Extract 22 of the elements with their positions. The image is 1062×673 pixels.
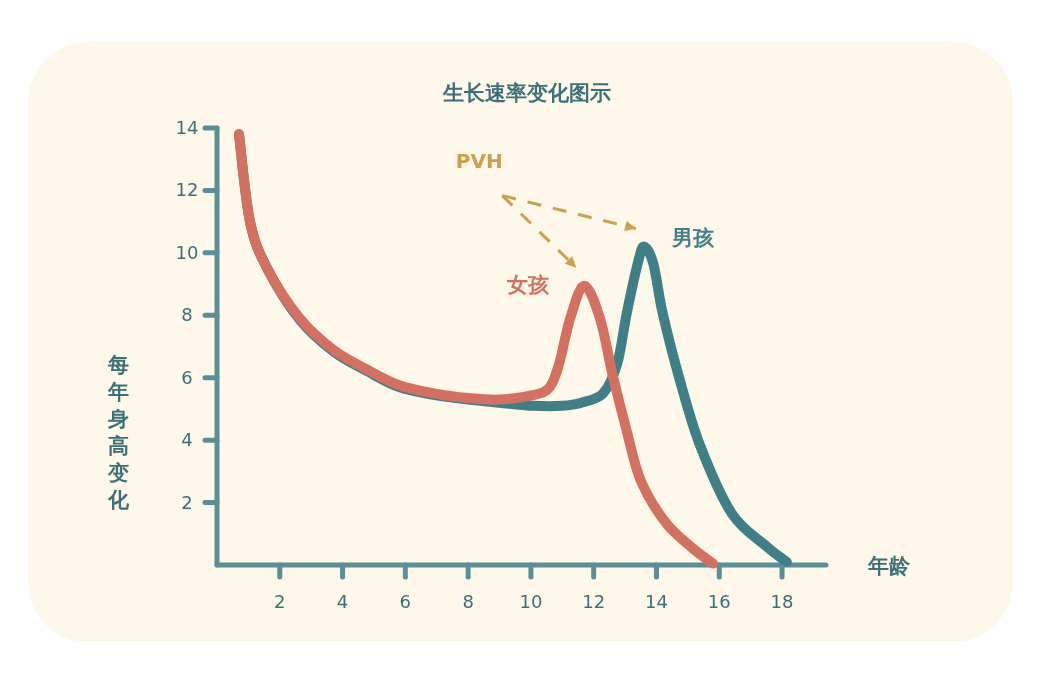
y-tick-label: 6 [181,366,193,388]
y-tick-label: 14 [175,117,199,138]
annotation: PVH [455,148,503,173]
x-tick-label: 10 [519,591,543,612]
y-tick-label: 12 [175,179,199,201]
x-tick-label: 12 [582,591,606,612]
y-tick-label: 10 [175,241,199,263]
x-tick-label: 18 [770,591,794,612]
y-tick-label: 8 [181,304,193,326]
x-tick-label: 4 [336,591,349,612]
series-label: 男孩 [670,225,714,250]
x-axis-title: 年龄 [867,554,911,578]
y-tick-label: 2 [181,491,193,513]
x-tick-label: 2 [274,591,286,612]
x-tick-label: 14 [645,591,668,612]
series-label: 女孩 [506,272,550,297]
x-tick-label: 6 [399,591,412,612]
chart-title: 生长速率变化图示 [441,81,611,105]
x-tick-label: 8 [462,591,474,612]
y-axis-title: 每年身高变化 [107,353,129,512]
y-tick-label: 4 [181,429,193,451]
x-tick-label: 16 [707,591,731,612]
